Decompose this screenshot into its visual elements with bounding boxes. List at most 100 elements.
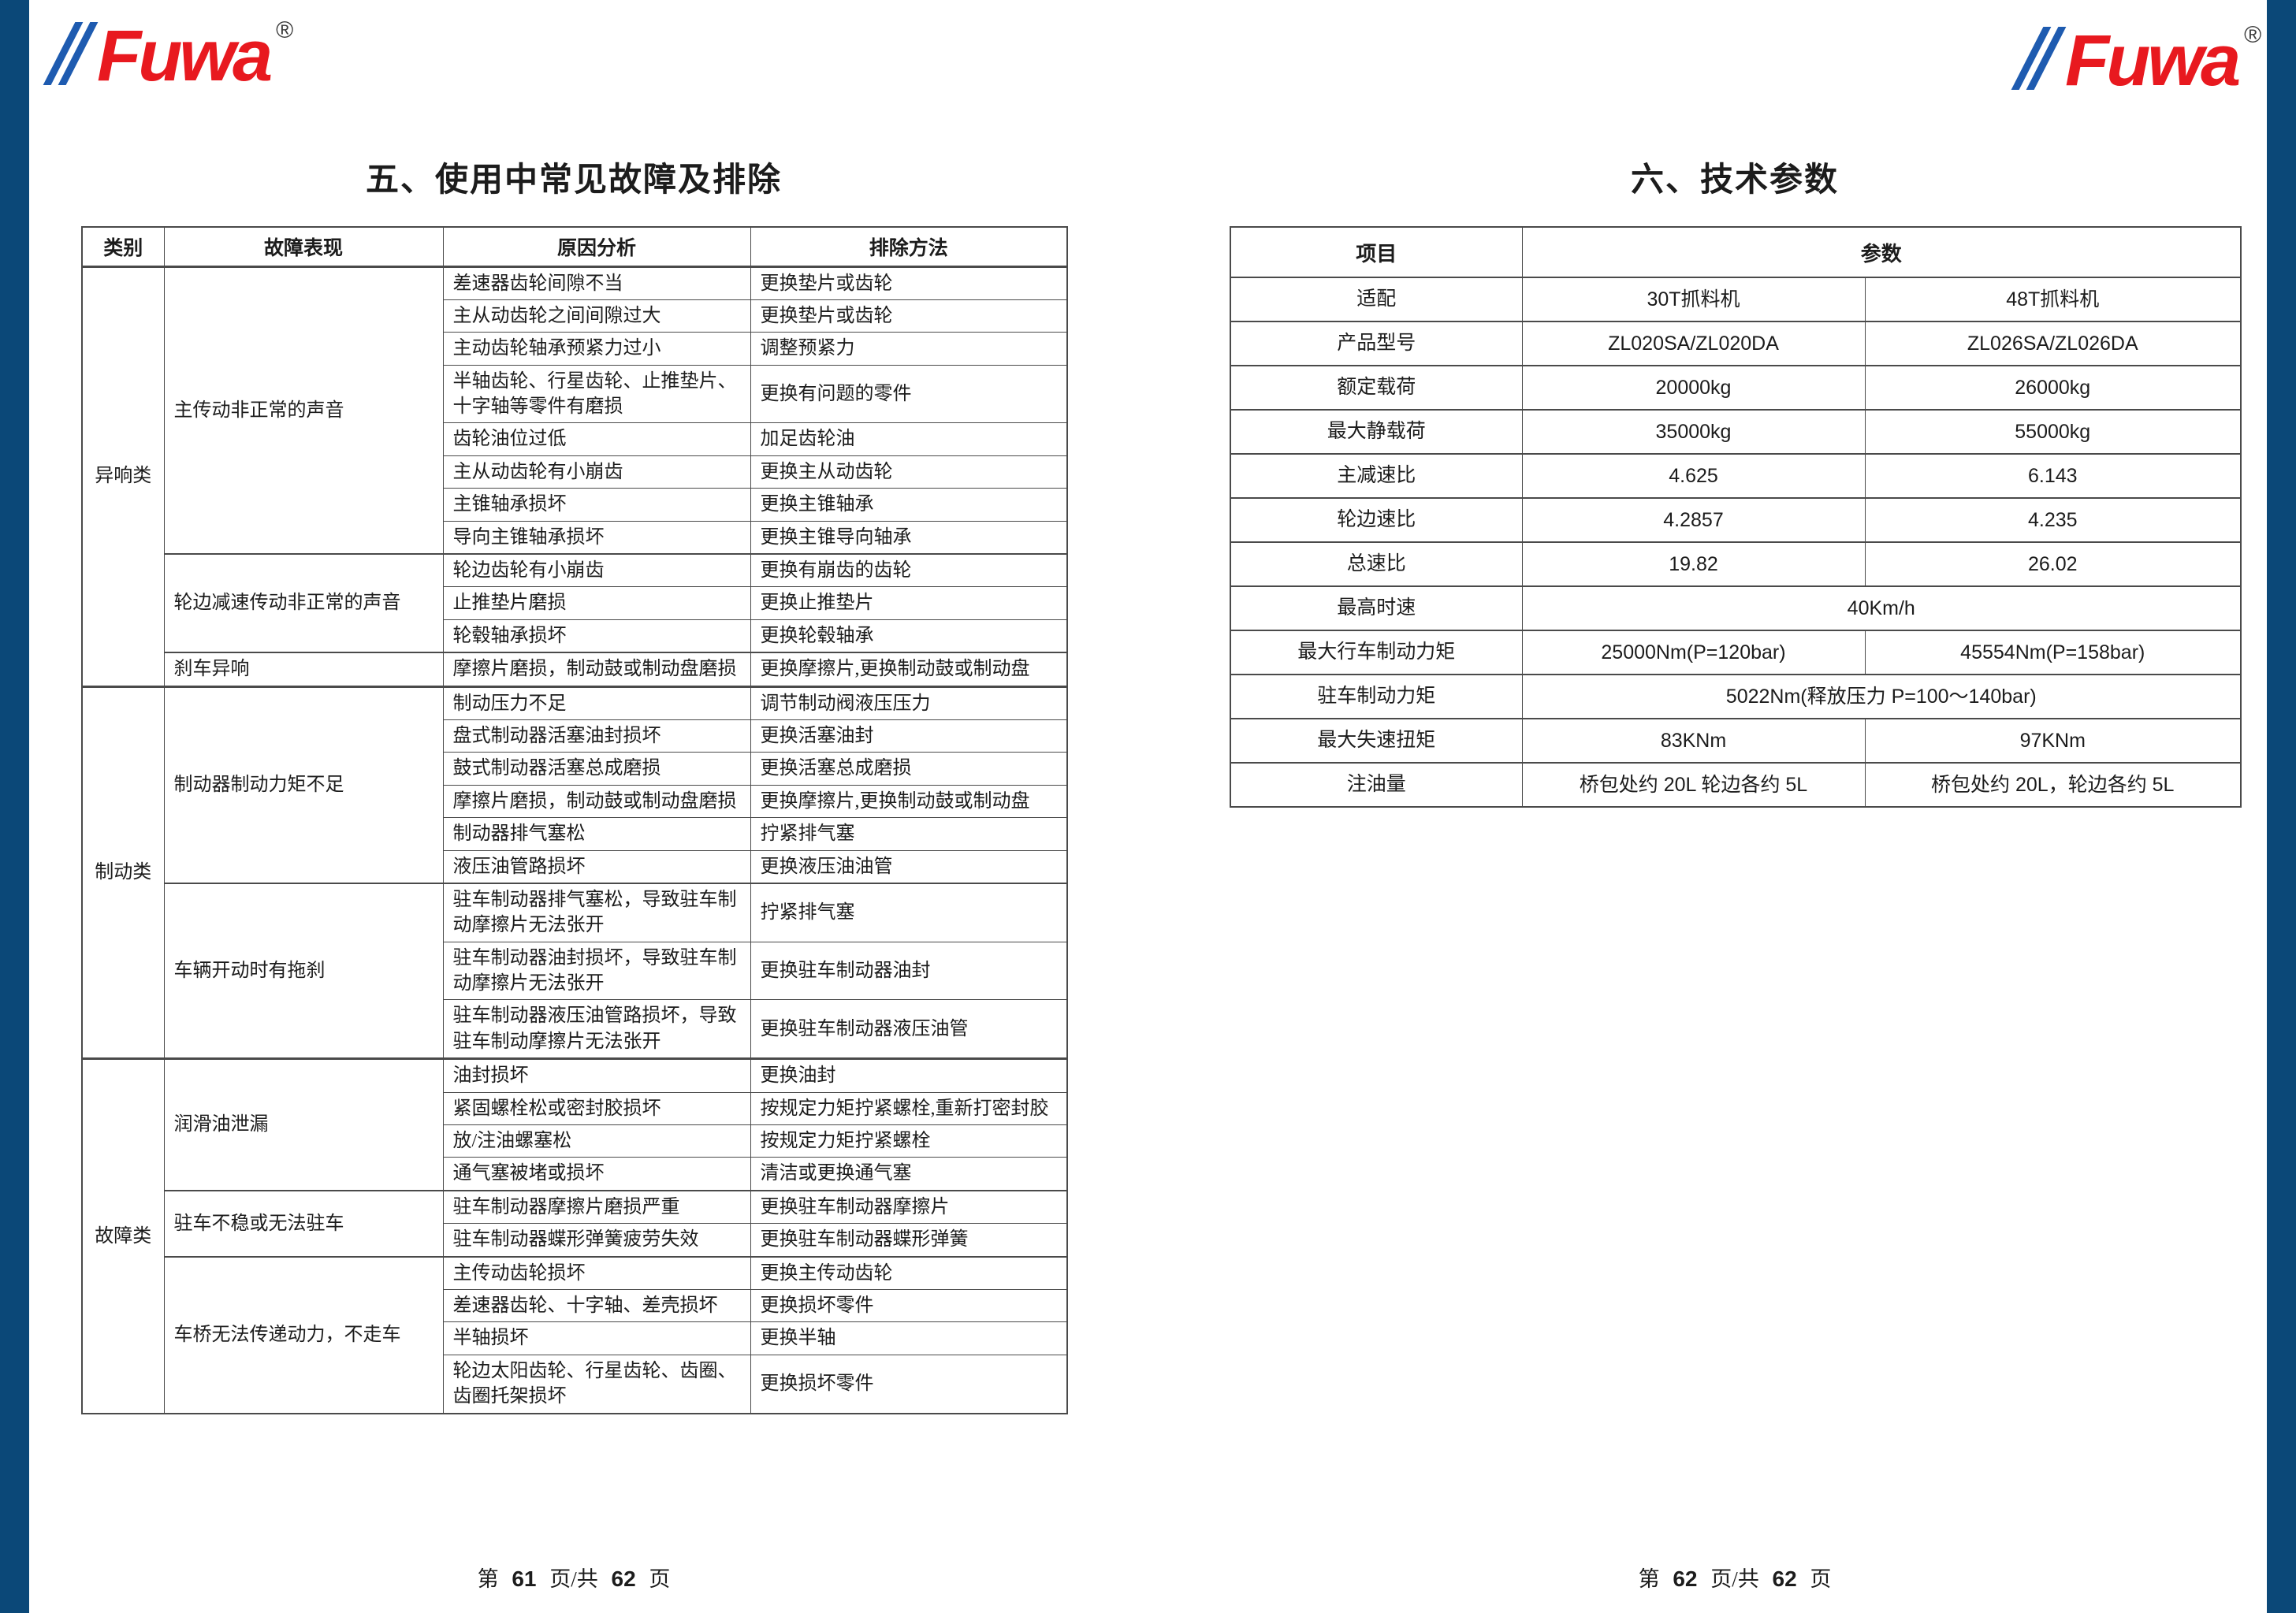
- left-page-title: 五、使用中常见故障及排除: [365, 162, 782, 199]
- spec-value-cell: 6.143: [1864, 453, 2242, 499]
- fault-cell: 车辆开动时有拖刹: [163, 882, 444, 1060]
- solution-cell: 更换主锥导向轴承: [750, 520, 1068, 555]
- fault-row: 故障类 润滑油泄漏 油封损坏 更换油封: [81, 1057, 1068, 1414]
- fault-row: 半轴齿轮、行星齿轮、止推垫片、十字轴等零件有磨损 更换有问题的零件: [82, 364, 1068, 424]
- spec-value-cell: 97KNm: [1864, 718, 2242, 764]
- fault-table-body: 异响类 主传动非正常的声音 差速器齿轮间隙不当 更换垫片或齿轮 主从动齿轮之间间隙过大更…: [81, 265, 1068, 1414]
- fault-troubleshooting-table: 类别 故障表现 原因分析 排除方法 异响类 主传动非正常的声音 差速器齿轮间隙不当更…: [81, 226, 1068, 1414]
- fault-row: 主从动齿轮有小崩齿 更换主从动齿轮: [82, 455, 1068, 489]
- fault-cell: 轮边减速传动非正常的声音: [163, 553, 444, 653]
- spec-row: 最大失速扭矩 83KNm 97KNm: [1230, 718, 2242, 764]
- spec-item-cell: 驻车制动力矩: [1230, 674, 1523, 719]
- solution-cell: 按规定力矩拧紧螺栓,重新打密封胶: [750, 1091, 1068, 1126]
- cause-cell: 制动压力不足: [442, 685, 751, 720]
- solution-cell: 更换主从动齿轮: [750, 455, 1068, 489]
- solution-cell: 更换摩擦片,更换制动鼓或制动盘: [750, 652, 1068, 687]
- solution-cell: 更换半轴: [750, 1321, 1068, 1355]
- footer-label: 页: [649, 1567, 671, 1591]
- solution-cell: 更换活塞油封: [750, 719, 1068, 753]
- spec-item-cell: 产品型号: [1230, 321, 1523, 366]
- cause-cell: 驻车制动器油封损坏，导致驻车制动摩擦片无法张开: [442, 941, 751, 1001]
- fault-row: 止推垫片磨损 更换止推垫片: [82, 586, 1068, 620]
- spec-row: 最大静载荷 35000kg 55000kg: [1230, 409, 2242, 455]
- fault-row: 驻车制动器蝶形弹簧疲劳失效 更换驻车制动器蝶形弹簧: [82, 1223, 1068, 1258]
- cause-cell: 主锥轴承损坏: [442, 488, 751, 522]
- spec-row: 最大行车制动力矩 25000Nm(P=120bar) 45554Nm(P=158ba…: [1230, 630, 2242, 675]
- logo-wordmark: Fuwa: [97, 16, 273, 97]
- fault-row: 紧固螺栓松或密封胶损坏 按规定力矩拧紧螺栓,重新打密封胶: [82, 1091, 1068, 1126]
- spec-item-cell: 适配: [1230, 277, 1523, 322]
- footer-total-pages: 62: [1772, 1567, 1797, 1591]
- category-cell: 制动类: [81, 685, 165, 1060]
- solution-cell: 更换垫片或齿轮: [750, 265, 1068, 300]
- right-page-title: 六、技术参数: [1630, 162, 1839, 199]
- cause-cell: 通气塞被堵或损坏: [442, 1157, 751, 1191]
- cause-cell: 紧固螺栓松或密封胶损坏: [442, 1091, 751, 1126]
- left-edge-bar: [0, 0, 29, 1613]
- left-page-footer: 第 61 页/共 62 页: [81, 1562, 1066, 1593]
- solution-cell: 更换油封: [750, 1057, 1068, 1093]
- spec-value-cell: 26000kg: [1864, 365, 2242, 411]
- footer-label: 第: [1638, 1567, 1660, 1591]
- spec-item-cell: 注油量: [1230, 762, 1523, 808]
- footer-label: 第: [477, 1567, 499, 1591]
- category-cell: 异响类: [81, 265, 165, 687]
- solution-cell: 更换主传动齿轮: [750, 1255, 1068, 1290]
- spec-value-cell: 45554Nm(P=158bar): [1864, 630, 2242, 675]
- spec-value-cell: 30T抓料机: [1521, 277, 1866, 322]
- fault-row: 摩擦片磨损，制动鼓或制动盘磨损 更换摩擦片,更换制动鼓或制动盘: [82, 784, 1068, 819]
- spec-row: 注油量 桥包处约 20L 轮边各约 5L 桥包处约 20L，轮边各约 5L: [1230, 762, 2242, 808]
- solution-cell: 调节制动阀液压压力: [750, 685, 1068, 720]
- solution-cell: 按规定力矩拧紧螺栓: [750, 1124, 1068, 1158]
- fault-row: 轮毂轴承损坏 更换轮毂轴承: [82, 619, 1068, 653]
- fault-row: 液压油管路损坏 更换液压油油管: [82, 849, 1068, 884]
- spec-table-body: 适配 30T抓料机 48T抓料机 产品型号 ZL020SA/ZL020DA ZL026SA…: [1230, 277, 2242, 808]
- spec-item-cell: 额定载荷: [1230, 365, 1523, 411]
- cause-cell: 差速器齿轮间隙不当: [442, 265, 751, 300]
- spec-value-cell: 35000kg: [1521, 409, 1866, 455]
- logo-wordmark: Fuwa: [2065, 20, 2241, 102]
- spec-item-cell: 轮边速比: [1230, 497, 1523, 543]
- fault-cell: 驻车不稳或无法驻车: [163, 1189, 444, 1258]
- fault-cell: 制动器制动力矩不足: [163, 685, 444, 884]
- spec-value-cell: 19.82: [1521, 541, 1866, 587]
- cause-cell: 驻车制动器摩擦片磨损严重: [442, 1189, 751, 1225]
- spec-item-cell: 最大静载荷: [1230, 409, 1523, 455]
- footer-page-number: 61: [512, 1567, 537, 1591]
- fault-row: 车辆开动时有拖刹 驻车制动器排气塞松，导致驻车制动摩擦片无法张开 拧紧排气塞: [82, 882, 1068, 1060]
- fault-row: 主锥轴承损坏 更换主锥轴承: [82, 488, 1068, 522]
- footer-page-number: 62: [1673, 1567, 1698, 1591]
- fault-row: 异响类 主传动非正常的声音 差速器齿轮间隙不当 更换垫片或齿轮: [81, 265, 1068, 687]
- cause-cell: 半轴损坏: [442, 1321, 751, 1355]
- fault-row: 通气塞被堵或损坏 清洁或更换通气塞: [82, 1157, 1068, 1191]
- fault-row: 鼓式制动器活塞总成磨损 更换活塞总成磨损: [82, 752, 1068, 786]
- cause-cell: 鼓式制动器活塞总成磨损: [442, 752, 751, 786]
- cause-cell: 油封损坏: [442, 1057, 751, 1093]
- cause-cell: 盘式制动器活塞油封损坏: [442, 719, 751, 753]
- solution-cell: 更换有崩齿的齿轮: [750, 553, 1068, 588]
- cause-cell: 驻车制动器液压油管路损坏，导致驻车制动摩擦片无法张开: [442, 999, 751, 1060]
- logo-slashes-icon: [2011, 27, 2067, 95]
- cause-cell: 止推垫片磨损: [442, 586, 751, 620]
- header-parameter: 参数: [1521, 226, 2242, 278]
- spec-value-cell: 20000kg: [1521, 365, 1866, 411]
- fault-row: 驻车制动器油封损坏，导致驻车制动摩擦片无法张开 更换驻车制动器油封: [82, 941, 1068, 1001]
- fault-row: 导向主锥轴承损坏 更换主锥导向轴承: [82, 520, 1068, 555]
- spec-value-cell: 26.02: [1864, 541, 2242, 587]
- fault-cell: 主传动非正常的声音: [163, 265, 444, 555]
- solution-cell: 更换止推垫片: [750, 586, 1068, 620]
- solution-cell: 更换摩擦片,更换制动鼓或制动盘: [750, 784, 1068, 819]
- cause-cell: 差速器齿轮、十字轴、差壳损坏: [442, 1288, 751, 1323]
- cause-cell: 半轴齿轮、行星齿轮、止推垫片、十字轴等零件有磨损: [442, 364, 751, 424]
- fault-row: 制动类 制动器制动力矩不足 制动压力不足 调节制动阀液压压力: [81, 685, 1068, 1060]
- fault-cell: 润滑油泄漏: [163, 1057, 444, 1191]
- spec-value-cell: 55000kg: [1864, 409, 2242, 455]
- spec-row: 主减速比 4.625 6.143: [1230, 453, 2242, 499]
- spec-value-cell: ZL026SA/ZL026DA: [1864, 321, 2242, 366]
- solution-cell: 更换主锥轴承: [750, 488, 1068, 522]
- fault-row: 主从动齿轮之间间隙过大 更换垫片或齿轮: [82, 299, 1068, 333]
- solution-cell: 调整预紧力: [750, 332, 1068, 366]
- logo-slashes-icon: [43, 22, 99, 90]
- cause-cell: 摩擦片磨损，制动鼓或制动盘磨损: [442, 784, 751, 819]
